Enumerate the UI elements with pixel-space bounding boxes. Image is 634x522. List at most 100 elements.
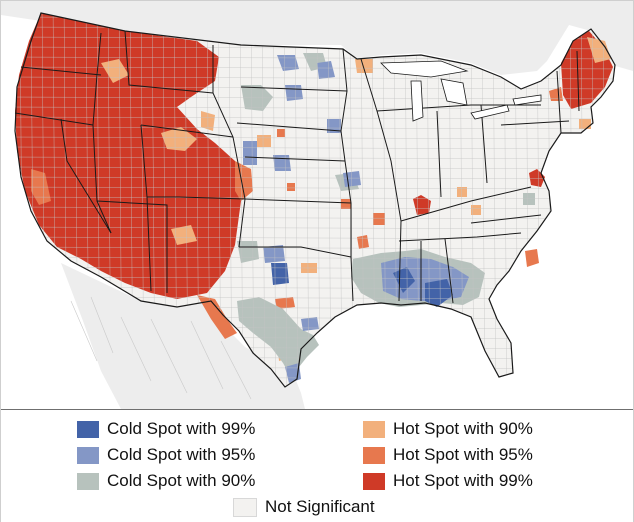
- hot-90-colorado: [171, 225, 197, 245]
- border-california-nevada: [60, 118, 112, 234]
- hot-95-carolina: [525, 249, 539, 267]
- legend-label-not-significant: Not Significant: [265, 497, 375, 516]
- hot-95-nebraska: [277, 129, 285, 137]
- legend-label-hot-90: Hot Spot with 90%: [393, 419, 533, 438]
- border-ohio-river: [400, 186, 532, 222]
- legend-swatch-cold-99: [77, 420, 99, 438]
- border-four-corners: [146, 196, 152, 292]
- border-ks-ok: [244, 198, 352, 204]
- legend-label-cold-99: Cold Spot with 99%: [107, 419, 256, 438]
- lake-erie: [470, 104, 510, 120]
- cold-95-iowa: [327, 119, 341, 133]
- cold-95-south-dakota: [285, 85, 303, 101]
- county-line: [15, 146, 615, 150]
- terrain-relief: [70, 296, 252, 400]
- legend-label-hot-95: Hot Spot with 95%: [393, 445, 533, 464]
- cold-99-alabama: [425, 279, 453, 307]
- county-line: [15, 186, 615, 190]
- county-line: [15, 156, 615, 160]
- relief-line: [70, 300, 98, 362]
- cold-95-nebraska: [243, 141, 257, 165]
- hot-95-texas-west: [197, 295, 237, 339]
- hot-spots-90: [101, 37, 611, 361]
- relief-line: [150, 318, 188, 394]
- border-ok-tx: [239, 246, 352, 258]
- county-line: [261, 13, 266, 387]
- border-tn-south: [398, 232, 522, 242]
- cold-95-minnesota: [317, 61, 335, 79]
- legend-item-cold-99: Cold Spot with 99%: [77, 416, 255, 442]
- legend-label-cold-95: Cold Spot with 95%: [107, 445, 256, 464]
- cold-95-missouri: [343, 171, 361, 187]
- map-panel: [1, 1, 633, 409]
- hot-spots-95: [31, 87, 563, 339]
- county-line: [15, 86, 615, 90]
- hot-90-idaho-wyoming: [161, 127, 197, 151]
- relief-line: [90, 296, 114, 354]
- us-outline: [14, 12, 616, 388]
- border-vt-nh: [576, 50, 580, 112]
- county-line: [272, 13, 277, 387]
- great-lakes: [380, 60, 542, 122]
- cold-95-north-dakota: [277, 55, 299, 71]
- lake-superior: [380, 60, 469, 78]
- lake-michigan: [410, 80, 424, 122]
- border-high-plains: [212, 45, 246, 248]
- legend-item-hot-90: Hot Spot with 90%: [363, 416, 533, 442]
- county-line: [15, 126, 615, 130]
- relief-line: [190, 320, 224, 390]
- county-line: [15, 166, 615, 170]
- county-line: [15, 216, 615, 220]
- border-washington-oregon: [20, 66, 102, 76]
- county-line: [283, 13, 288, 387]
- border-montana-south: [124, 30, 214, 94]
- cold-95-kansas: [273, 155, 291, 171]
- county-line: [15, 106, 615, 110]
- county-line: [15, 236, 615, 240]
- border-indiana-ohio: [436, 110, 442, 198]
- county-line: [15, 176, 615, 180]
- relief-line: [120, 316, 152, 382]
- border-mississippi-river: [360, 58, 402, 302]
- legend-swatch-cold-90: [77, 472, 99, 490]
- legend-item-cold-95: Cold Spot with 95%: [77, 442, 255, 468]
- county-line: [15, 196, 615, 200]
- border-sd-ne: [236, 122, 342, 132]
- border-great-lakes-states: [376, 104, 541, 112]
- county-line: [15, 136, 615, 140]
- mexico-land: [61, 263, 305, 409]
- border-colorado-south: [178, 196, 246, 200]
- county-line: [250, 13, 255, 387]
- cold-90-texas-east: [237, 297, 319, 377]
- cold-95-texas: [301, 317, 319, 331]
- cold-spots-99: [271, 263, 453, 307]
- hot-90-montana: [101, 59, 129, 83]
- state-borders: [14, 30, 580, 304]
- cold-95-oklahoma: [263, 245, 285, 263]
- cold-99-mississippi: [393, 267, 415, 293]
- legend-swatch-not-significant: [233, 497, 257, 517]
- border-dakotas: [240, 86, 348, 92]
- hot-90-michigan: [579, 119, 591, 129]
- border-ne-ks: [244, 156, 346, 162]
- legend-swatch-hot-90: [363, 420, 385, 438]
- hot-90-kentucky: [457, 187, 467, 197]
- canada-land: [1, 1, 633, 75]
- hot-95-missouri: [373, 213, 385, 225]
- border-colorado-north: [140, 124, 234, 138]
- us-hotspot-map: [1, 1, 633, 409]
- map-legend: Cold Spot with 99% Cold Spot with 95% Co…: [1, 409, 633, 522]
- legend-swatch-hot-95: [363, 446, 385, 464]
- county-line: [15, 116, 615, 120]
- border-oregon-california: [14, 112, 94, 126]
- border-ny-pa: [500, 120, 570, 126]
- cold-90-virginia: [523, 193, 535, 205]
- legend-swatch-cold-95: [77, 446, 99, 464]
- border-new-england: [556, 70, 562, 134]
- cold-99-oklahoma: [271, 263, 289, 285]
- legend-item-not-significant: Not Significant: [233, 494, 375, 520]
- legend-label-cold-90: Cold Spot with 90%: [107, 471, 256, 490]
- hot-95-arkansas: [341, 199, 351, 209]
- legend-item-hot-95: Hot Spot with 95%: [363, 442, 533, 468]
